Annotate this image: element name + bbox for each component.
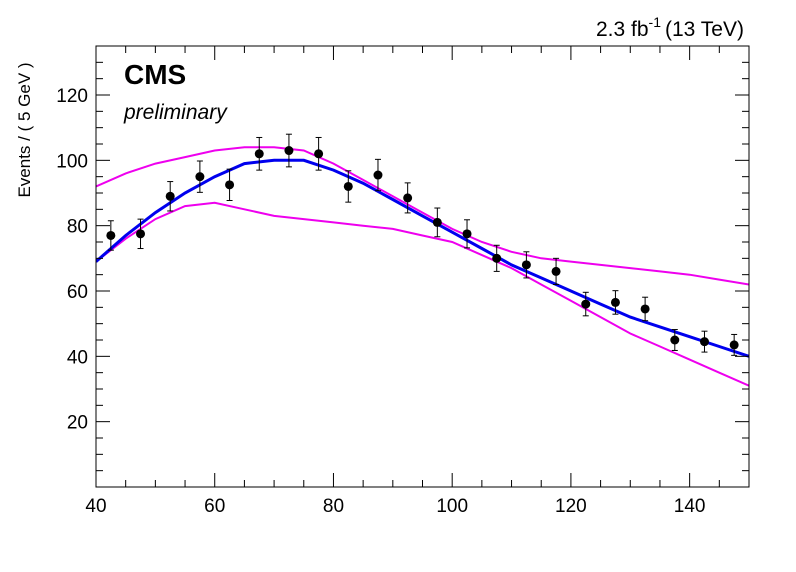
data-point xyxy=(551,257,561,285)
tick-labels: 40 60 80 100 120 140 20 40 60 80 100 120 xyxy=(56,86,705,517)
fit-curve xyxy=(96,158,749,358)
data-point xyxy=(432,207,442,238)
preliminary-label: preliminary xyxy=(123,101,228,124)
x-tick-label: 40 xyxy=(85,496,106,517)
y-tick-label: 120 xyxy=(56,86,88,107)
luminosity-label: 2.3 fb-1 (13 TeV) xyxy=(596,14,744,41)
data-point xyxy=(699,330,709,353)
data-point xyxy=(670,329,680,351)
y-tick-label: 40 xyxy=(67,347,88,368)
x-tick-label: 100 xyxy=(436,496,468,517)
y-tick-label: 60 xyxy=(67,282,88,303)
data-point xyxy=(462,219,472,249)
x-tick-label: 80 xyxy=(323,496,344,517)
y-axis-label: Events / ( 5 GeV ) xyxy=(15,62,34,197)
y-tick-label: 20 xyxy=(67,413,88,434)
band-lower-line xyxy=(96,201,749,387)
data-point xyxy=(403,182,413,214)
x-tick-label: 140 xyxy=(674,496,706,517)
fit-line xyxy=(96,158,749,358)
data-point xyxy=(343,170,353,203)
lumi-exponent: -1 xyxy=(649,14,662,30)
data-point xyxy=(492,244,502,272)
error-band xyxy=(96,146,749,387)
x-tick-label: 60 xyxy=(204,496,225,517)
data-point xyxy=(373,158,383,192)
data-point xyxy=(640,296,650,322)
data-point xyxy=(136,218,146,250)
data-point xyxy=(165,181,175,212)
energy-label: (13 TeV) xyxy=(665,18,744,41)
data-point xyxy=(284,133,294,168)
x-tick-label: 120 xyxy=(555,496,587,517)
y-tick-label: 80 xyxy=(67,217,88,238)
data-point xyxy=(195,160,205,193)
y-tick-label: 100 xyxy=(56,151,88,172)
data-point xyxy=(581,291,591,317)
data-point xyxy=(729,333,739,356)
data-points xyxy=(106,133,739,356)
data-point xyxy=(314,136,324,171)
cms-label: CMS xyxy=(124,59,186,90)
data-point xyxy=(521,251,531,279)
band-upper-line xyxy=(96,146,749,286)
axes xyxy=(95,45,750,488)
data-point xyxy=(610,290,620,315)
data-point xyxy=(225,168,235,202)
data-point xyxy=(106,220,116,251)
lumi-value: 2.3 fb xyxy=(596,18,649,41)
data-point xyxy=(254,136,264,171)
